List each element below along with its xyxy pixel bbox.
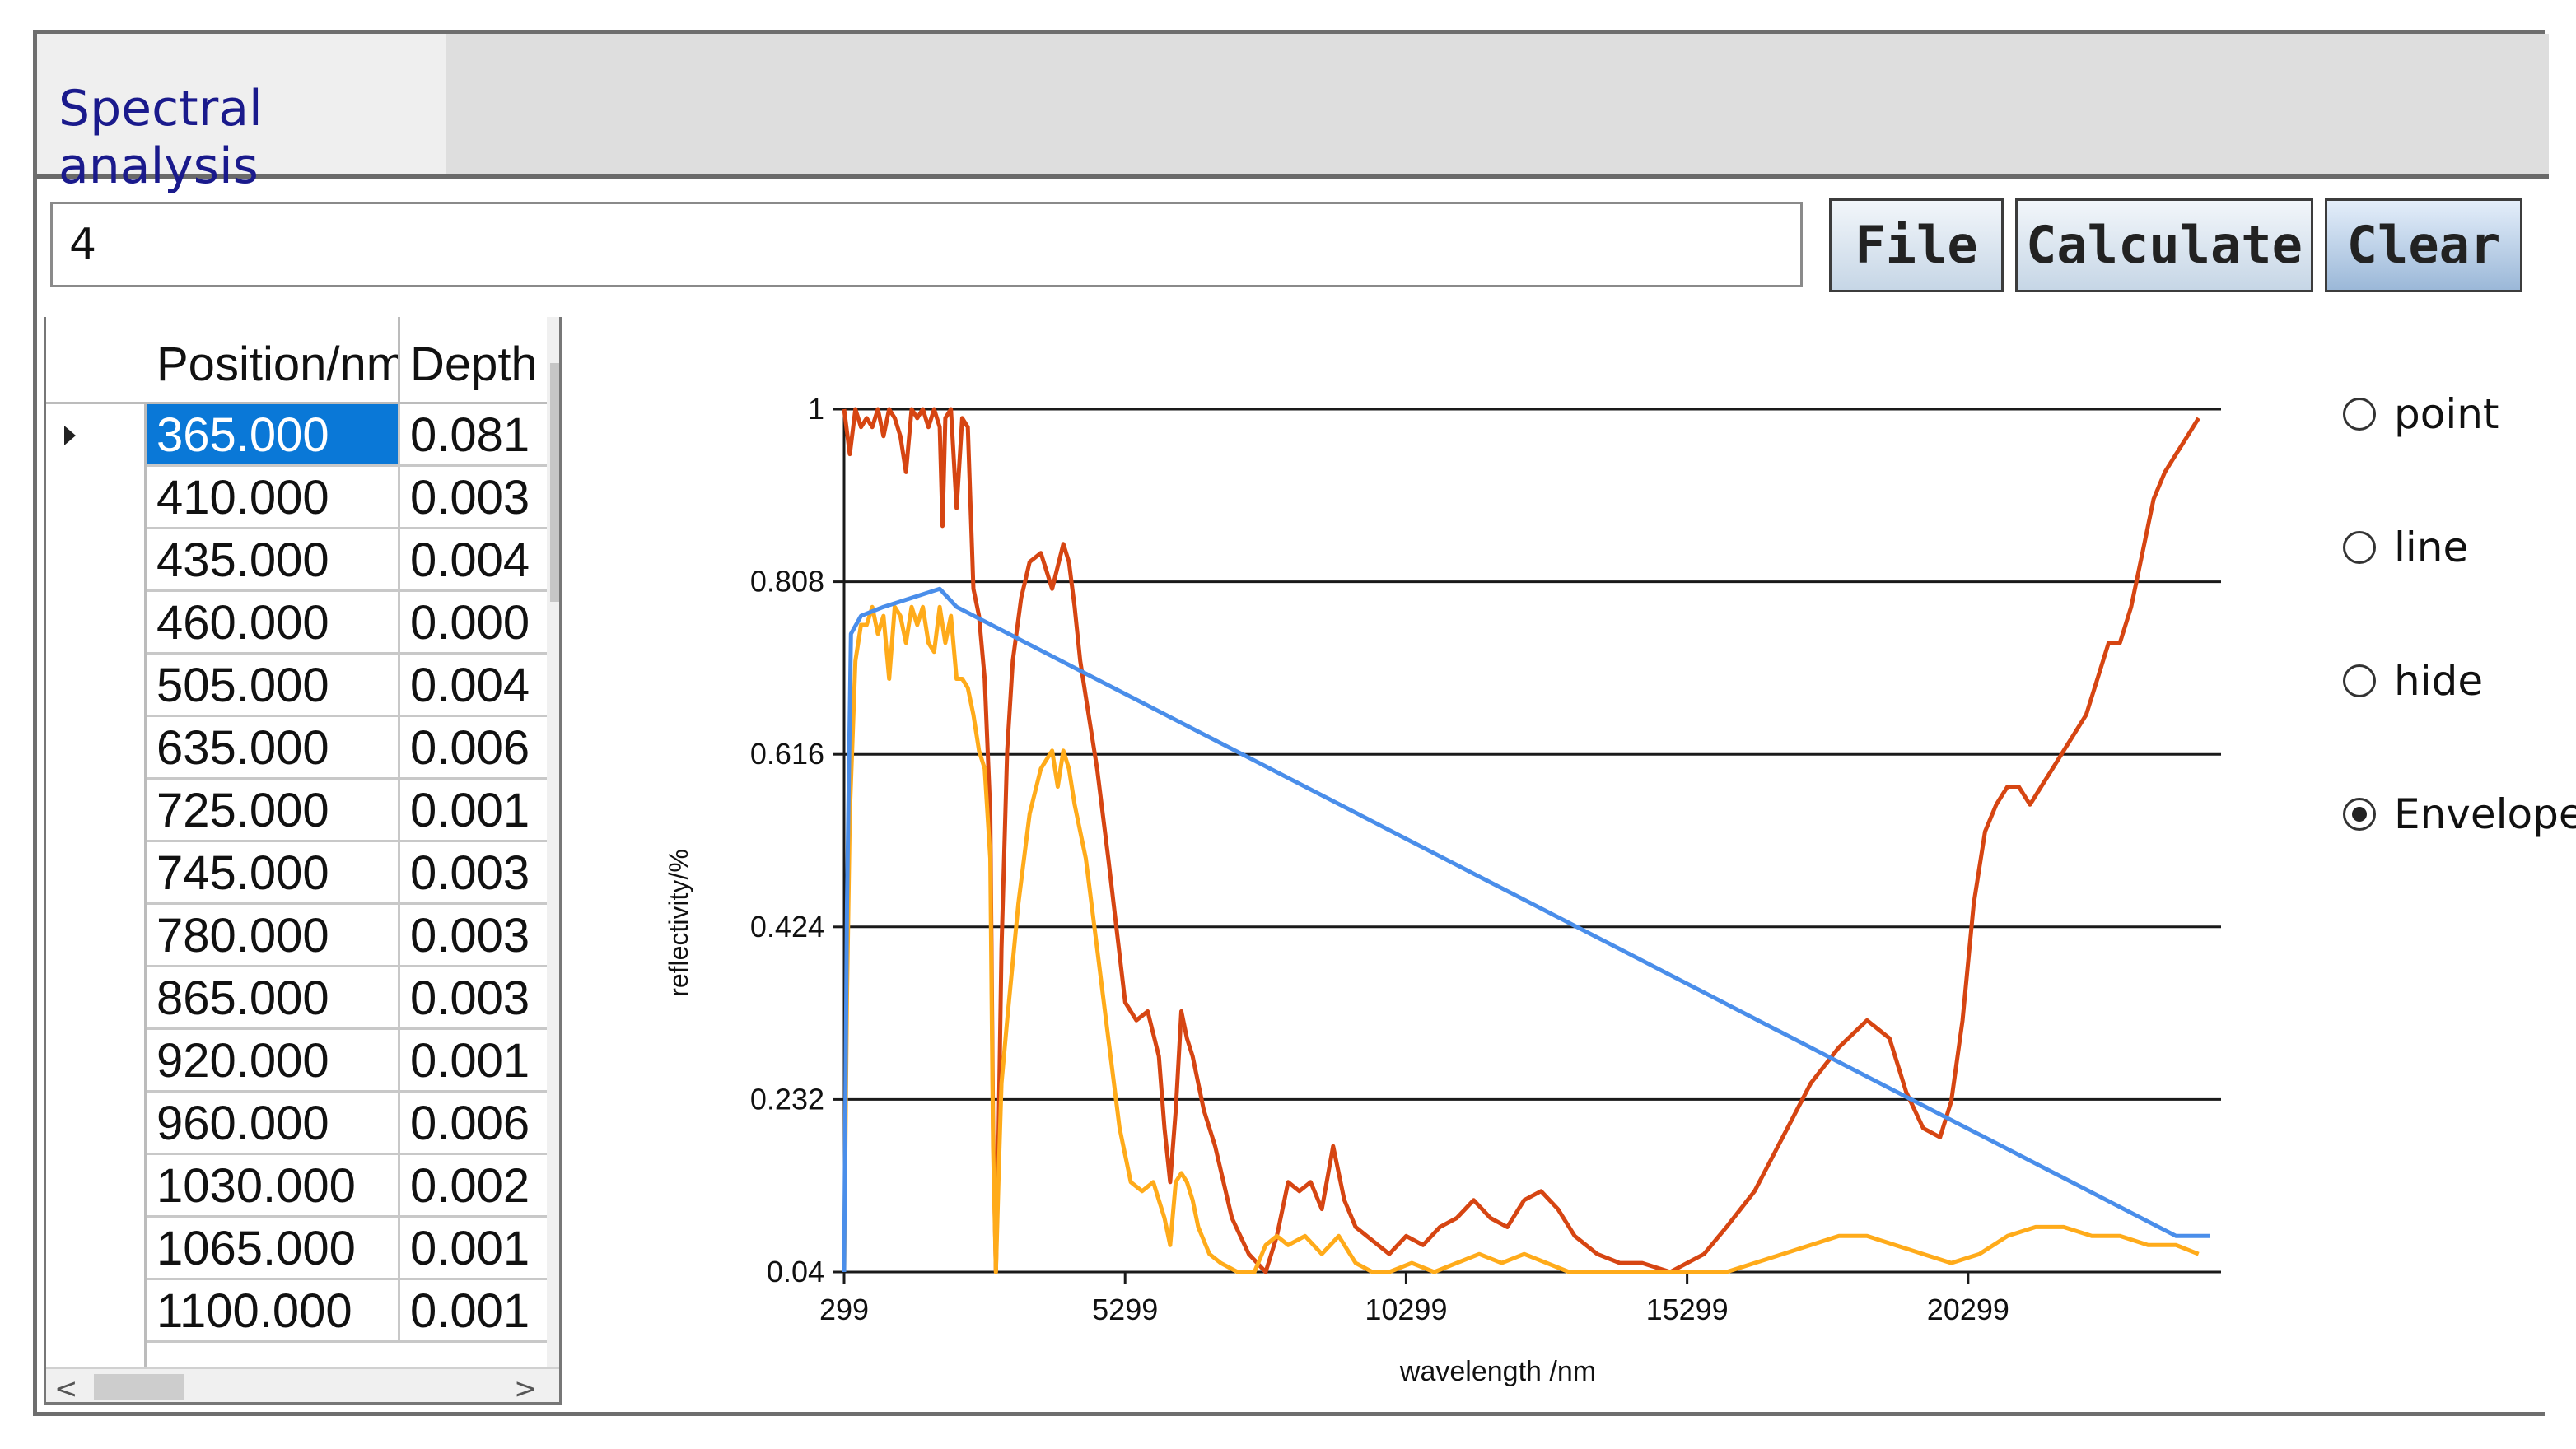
y-tick-label: 0.04 [767, 1255, 824, 1288]
y-axis-label: reflectivity/% [664, 849, 693, 997]
spectrum-chart: 1 0.808 0.616 0.424 0.232 0.04 299 5299 10299 152… [664, 392, 2221, 1387]
cell-position[interactable]: 1030.000 [147, 1155, 400, 1218]
y-tick-label: 0.616 [750, 737, 824, 771]
cell-position[interactable]: 435.000 [147, 529, 400, 592]
app-window: Spectral analysis File Calculate Clear P… [33, 30, 2576, 1416]
x-tick-label: 15299 [1646, 1293, 1729, 1326]
cell-position[interactable]: 920.000 [147, 1030, 400, 1093]
vertical-scrollbar-thumb[interactable] [550, 363, 559, 602]
cell-depth[interactable]: 0.001 [400, 1218, 547, 1280]
radio-envelope-label: Envelope [2394, 790, 2576, 838]
series-line-envelope [842, 586, 2210, 1273]
grid-header: Position/nm Depth [46, 317, 559, 404]
y-tick-label: 0.808 [750, 565, 824, 599]
cell-depth[interactable]: 0.003 [400, 467, 547, 529]
value-input[interactable] [50, 202, 1803, 287]
chart-series [842, 407, 2210, 1274]
current-row-arrow-icon [64, 426, 76, 445]
radio-selected-dot [2352, 807, 2367, 822]
x-axis-label: wavelength /nm [1399, 1356, 1596, 1387]
table-row[interactable]: 460.000 0.000 [46, 592, 547, 655]
calculate-button[interactable]: Calculate [2015, 198, 2313, 292]
cell-position[interactable]: 505.000 [147, 655, 400, 717]
cell-depth[interactable]: 0.001 [400, 1030, 547, 1093]
cell-position[interactable]: 725.000 [147, 780, 400, 842]
chart-gridlines [844, 408, 2221, 1274]
cell-depth[interactable]: 0.003 [400, 967, 547, 1030]
scroll-left-icon[interactable]: < [54, 1372, 78, 1405]
table-row[interactable]: 505.000 0.004 [46, 655, 547, 717]
cell-depth[interactable]: 0.001 [400, 1280, 547, 1343]
tab-spectral-analysis[interactable]: Spectral analysis [37, 34, 446, 195]
y-tick-label: 1 [808, 392, 824, 426]
cell-depth[interactable]: 0.006 [400, 717, 547, 780]
cell-position[interactable]: 865.000 [147, 967, 400, 1030]
horizontal-scrollbar[interactable]: < > [46, 1367, 559, 1405]
cell-position[interactable]: 1100.000 [147, 1280, 400, 1343]
chart-ticks: 1 0.808 0.616 0.424 0.232 0.04 299 5299 10299 152… [750, 392, 2009, 1326]
table-row[interactable]: 865.000 0.003 [46, 967, 547, 1030]
tab-bar: Spectral analysis [37, 34, 2549, 195]
cell-depth[interactable]: 0.003 [400, 905, 547, 967]
cell-depth[interactable]: 0.004 [400, 529, 547, 592]
file-button[interactable]: File [1829, 198, 2004, 292]
cell-depth[interactable]: 0.006 [400, 1093, 547, 1155]
cell-position[interactable]: 635.000 [147, 717, 400, 780]
table-row[interactable]: 435.000 0.004 [46, 529, 547, 592]
clear-button[interactable]: Clear [2325, 198, 2522, 292]
cell-depth[interactable]: 0.002 [400, 1155, 547, 1218]
cell-position[interactable]: 745.000 [147, 842, 400, 905]
y-tick-label: 0.232 [750, 1082, 824, 1116]
table-row[interactable]: 635.000 0.006 [46, 717, 547, 780]
cell-position[interactable]: 780.000 [147, 905, 400, 967]
cell-position[interactable]: 410.000 [147, 467, 400, 529]
table-row[interactable]: 920.000 0.001 [46, 1030, 547, 1093]
table-row[interactable]: 725.000 0.001 [46, 780, 547, 842]
cell-depth[interactable]: 0.004 [400, 655, 547, 717]
table-row[interactable]: 745.000 0.003 [46, 842, 547, 905]
x-tick-label: 5299 [1092, 1293, 1158, 1326]
data-grid[interactable]: Position/nm Depth 365.000 0.081 410.000 0.0… [44, 317, 562, 1405]
radio-line-label: line [2394, 524, 2469, 571]
cell-position[interactable]: 960.000 [147, 1093, 400, 1155]
table-row[interactable]: 1065.000 0.001 [46, 1218, 547, 1280]
radio-line-circle[interactable] [2343, 531, 2376, 564]
tab-spectral-analysis-label: Spectral analysis [58, 80, 263, 195]
scroll-right-icon[interactable]: > [514, 1372, 538, 1405]
x-tick-label: 20299 [1927, 1293, 2009, 1326]
x-tick-label: 299 [819, 1293, 869, 1326]
horizontal-scrollbar-thumb[interactable] [94, 1374, 184, 1400]
cell-position[interactable]: 365.000 [147, 404, 400, 467]
table-row[interactable]: 960.000 0.006 [46, 1093, 547, 1155]
radio-hide-label: hide [2394, 657, 2484, 705]
table-row[interactable]: 365.000 0.081 [46, 404, 547, 467]
cell-depth[interactable]: 0.000 [400, 592, 547, 655]
vertical-scrollbar[interactable] [547, 317, 559, 1367]
y-tick-label: 0.424 [750, 910, 824, 943]
table-row[interactable]: 1100.000 0.001 [46, 1280, 547, 1343]
cell-depth[interactable]: 0.003 [400, 842, 547, 905]
column-header-position[interactable]: Position/nm [147, 317, 400, 404]
x-tick-label: 10299 [1365, 1293, 1447, 1326]
column-header-depth[interactable]: Depth [410, 338, 538, 391]
cell-depth[interactable]: 0.081 [400, 404, 547, 467]
series-line-orange [842, 604, 2200, 1274]
cell-position[interactable]: 460.000 [147, 592, 400, 655]
radio-point-circle[interactable] [2343, 398, 2376, 431]
table-row[interactable]: 780.000 0.003 [46, 905, 547, 967]
row-header-column [46, 404, 147, 1402]
cell-depth[interactable]: 0.001 [400, 780, 547, 842]
table-row[interactable]: 1030.000 0.002 [46, 1155, 547, 1218]
radio-envelope-circle[interactable] [2343, 798, 2376, 831]
radio-point-label: point [2394, 390, 2499, 438]
cell-position[interactable]: 1065.000 [147, 1218, 400, 1280]
radio-hide-circle[interactable] [2343, 664, 2376, 697]
table-row[interactable]: 410.000 0.003 [46, 467, 547, 529]
